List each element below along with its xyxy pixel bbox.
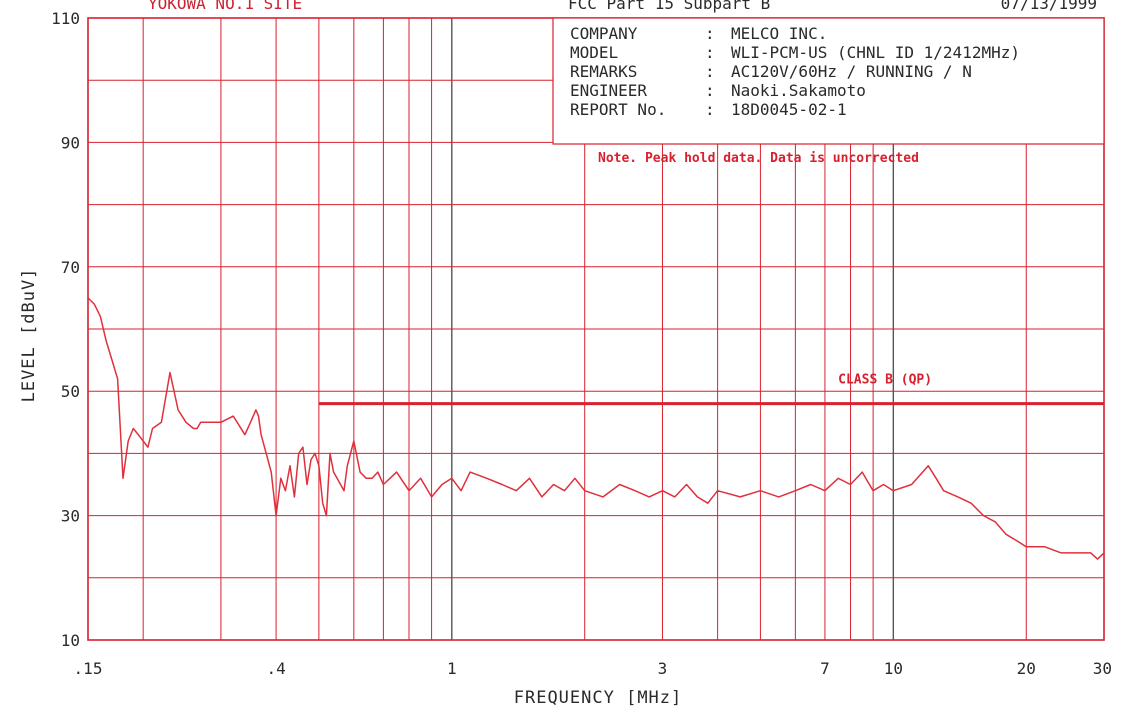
y-tick-label: 70	[61, 258, 80, 277]
info-key: COMPANY	[570, 24, 638, 43]
info-value: Naoki.Sakamoto	[731, 81, 866, 100]
trace-line	[87, 297, 1105, 560]
info-block: COMPANY: MELCO INC. MODEL: WLI-PCM-US (CHNL…	[570, 24, 1020, 119]
info-key: MODEL	[570, 43, 618, 62]
test-date: 07/13/1999	[1001, 0, 1097, 13]
y-tick-label: 90	[61, 133, 80, 152]
standard-title: FCC Part 15 Subpart B	[568, 0, 770, 13]
info-value: 18D0045-02-1	[731, 100, 847, 119]
info-value: MELCO INC.	[731, 24, 827, 43]
x-tick-label: 20	[1017, 659, 1036, 678]
data-trace	[87, 297, 1105, 560]
info-key: REMARKS	[570, 62, 637, 81]
info-key: ENGINEER	[570, 81, 647, 100]
info-sep: :	[705, 81, 715, 100]
y-tick-label: 110	[51, 9, 80, 28]
x-tick-label: 7	[820, 659, 830, 678]
info-key: REPORT No.	[570, 100, 666, 119]
y-tick-label: 30	[61, 507, 80, 526]
x-tick-label: .15	[74, 659, 103, 678]
axis-ticks: 10 30 50 70 90 110 .15 .4 1 3 7 10 20 30	[51, 9, 1112, 678]
x-tick-label: 3	[658, 659, 668, 678]
x-tick-label: 10	[884, 659, 903, 678]
site-name: YOKOWA NO.1 SITE	[148, 0, 302, 13]
info-sep: :	[705, 43, 715, 62]
limit-label: CLASS B (QP)	[838, 373, 932, 388]
limit-line: CLASS B (QP)	[318, 373, 1104, 406]
info-value: WLI-PCM-US (CHNL ID 1/2412MHz)	[731, 43, 1020, 62]
y-tick-label: 10	[61, 631, 80, 650]
note-text: Note. Peak hold data. Data is uncorrecte…	[598, 151, 919, 166]
x-tick-label: 1	[447, 659, 457, 678]
info-sep: :	[705, 100, 715, 119]
y-tick-label: 50	[61, 382, 80, 401]
x-tick-label: .4	[266, 659, 285, 678]
info-box	[552, 17, 1105, 145]
info-value: AC120V/60Hz / RUNNING / N	[731, 62, 972, 81]
info-sep: :	[705, 24, 715, 43]
y-axis-label: LEVEL [dBuV]	[19, 268, 39, 403]
x-axis-label: FREQUENCY [MHz]	[514, 688, 683, 708]
info-sep: :	[705, 62, 715, 81]
x-tick-label: 30	[1093, 659, 1112, 678]
